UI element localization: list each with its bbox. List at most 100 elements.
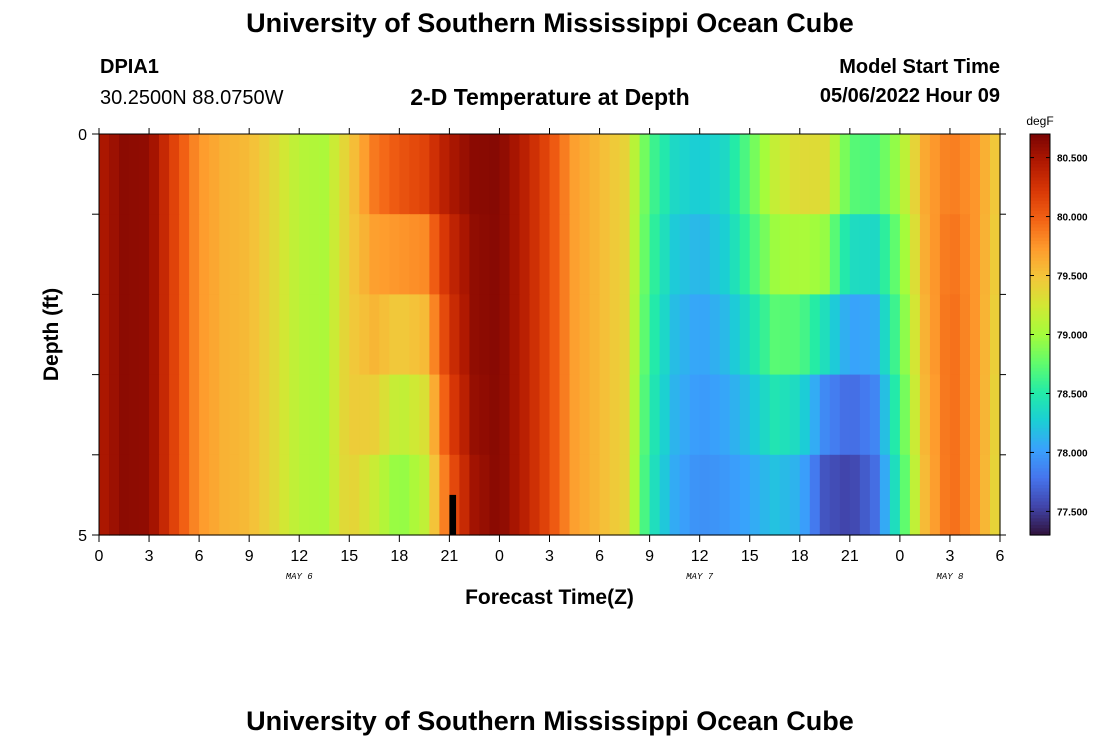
heatmap-cell <box>409 294 420 376</box>
heatmap-cell <box>299 374 310 456</box>
heatmap-cell <box>319 294 330 376</box>
heatmap-cell <box>569 294 581 376</box>
heatmap-cell <box>169 214 180 295</box>
heatmap-cell <box>99 214 110 295</box>
heatmap-cell <box>539 214 551 295</box>
heatmap-cell <box>549 454 561 536</box>
heatmap-cell <box>939 294 951 376</box>
heatmap-cell <box>649 294 661 376</box>
heatmap-cell <box>749 454 761 536</box>
heatmap-cell <box>879 134 891 215</box>
heatmap-cell <box>869 294 881 376</box>
day-label: MAY 7 <box>686 572 714 582</box>
colorbar-segment <box>1030 294 1050 299</box>
heatmap-cell <box>499 454 511 536</box>
heatmap-cell <box>769 294 781 376</box>
heatmap-cell <box>729 134 741 215</box>
heatmap-cell <box>449 374 460 456</box>
heatmap-cell <box>149 214 160 295</box>
colorbar-segment <box>1030 274 1050 279</box>
colorbar-segment <box>1030 474 1050 479</box>
heatmap-cell <box>879 454 891 536</box>
heatmap-cell <box>179 454 190 536</box>
heatmap-cell <box>919 294 931 376</box>
heatmap-cell <box>239 454 250 536</box>
heatmap-cell <box>279 294 290 376</box>
heatmap-cell <box>289 374 300 456</box>
heatmap-cell <box>959 374 971 456</box>
heatmap-cell <box>849 294 861 376</box>
heatmap-cell <box>969 374 981 456</box>
heatmap-cell <box>469 454 481 536</box>
colorbar-segment <box>1030 271 1050 275</box>
heatmap-cell <box>639 454 651 536</box>
colorbar-segment <box>1030 250 1050 255</box>
heatmap-cell <box>419 374 430 456</box>
heatmap-cell <box>709 134 721 215</box>
heatmap-cell <box>309 134 320 215</box>
heatmap-cell <box>369 374 380 456</box>
station-name: DPIA1 <box>100 56 159 78</box>
heatmap-cell <box>249 374 260 456</box>
heatmap-cell <box>249 134 260 215</box>
heatmap-cell <box>819 294 831 376</box>
heatmap-cell <box>329 374 340 456</box>
x-tick-label: 21 <box>841 548 859 565</box>
heatmap-cell <box>769 374 781 456</box>
heatmap-cell <box>319 454 330 536</box>
heatmap-cell <box>649 454 661 536</box>
heatmap-cell <box>459 134 471 215</box>
heatmap-cell <box>209 454 220 536</box>
heatmap-cell <box>879 294 891 376</box>
heatmap-cell <box>759 294 771 376</box>
heatmap-cell <box>599 374 611 456</box>
heatmap-cell <box>129 294 140 376</box>
x-tick-label: 21 <box>440 548 458 565</box>
colorbar-segment <box>1030 491 1050 496</box>
heatmap-cell <box>119 374 130 456</box>
heatmap-cell <box>909 134 921 215</box>
heatmap-cell <box>679 134 691 215</box>
heatmap-cell <box>159 294 170 376</box>
heatmap-cell <box>659 454 671 536</box>
heatmap-cell <box>719 454 731 536</box>
heatmap-cell <box>699 214 711 295</box>
heatmap-cell <box>599 214 611 295</box>
heatmap-cell <box>829 374 841 456</box>
heatmap-cell <box>969 214 981 295</box>
heatmap-cell <box>319 374 330 456</box>
heatmap-cell <box>369 214 380 295</box>
heatmap-cell <box>469 374 481 456</box>
heatmap-cell <box>199 214 210 295</box>
colorbar-segment <box>1030 327 1050 332</box>
heatmap-cell <box>469 294 481 376</box>
heatmap-cell <box>669 454 681 536</box>
x-tick-label: 3 <box>545 548 554 565</box>
heatmap-cell <box>279 374 290 456</box>
colorbar-segment <box>1030 147 1050 152</box>
heatmap-cell <box>939 214 951 295</box>
heatmap-cell <box>709 214 721 295</box>
colorbar-segment <box>1030 448 1050 453</box>
heatmap-cell <box>979 214 991 295</box>
heatmap-cell <box>989 134 1001 215</box>
heatmap-cell <box>139 294 150 376</box>
heatmap-cell <box>619 454 631 536</box>
heatmap-cell <box>799 294 811 376</box>
heatmap-cell <box>579 214 591 295</box>
heatmap-cell <box>179 374 190 456</box>
heatmap-cell <box>199 134 210 215</box>
colorbar-tick-label: 77.500 <box>1057 507 1088 518</box>
heatmap-cell <box>399 374 410 456</box>
heatmap-cell <box>609 214 621 295</box>
heatmap-cell <box>219 134 230 215</box>
heatmap-cell <box>629 294 641 376</box>
heatmap-cell <box>989 214 1001 295</box>
heatmap-cell <box>419 214 430 295</box>
heatmap-cell <box>329 134 340 215</box>
heatmap-cell <box>809 374 821 456</box>
heatmap-cell <box>969 134 981 215</box>
heatmap-cell <box>379 134 390 215</box>
colorbar-segment <box>1030 391 1050 396</box>
heatmap-cell <box>669 214 681 295</box>
